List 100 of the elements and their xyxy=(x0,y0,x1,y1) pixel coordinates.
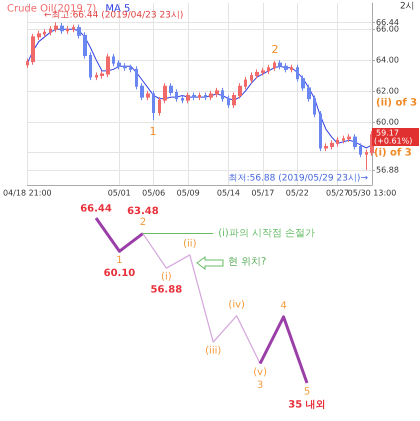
candlestick xyxy=(198,92,201,101)
y-tick-label: 66.00 xyxy=(376,24,399,34)
ref-line-label: (i)파의 시작점 손절가 xyxy=(218,228,316,240)
annotation: (ii) xyxy=(183,238,197,250)
annotation: (iv) xyxy=(228,299,246,310)
candlestick xyxy=(267,64,270,74)
candlestick xyxy=(324,142,328,152)
candlestick xyxy=(60,22,64,34)
candlestick xyxy=(83,32,87,60)
candlestick xyxy=(163,82,167,104)
candlestick xyxy=(146,90,150,101)
y-tick-label: 56.88 xyxy=(376,165,399,174)
candlestick xyxy=(169,82,173,96)
candlestick xyxy=(192,92,196,101)
data-label: 63.48 xyxy=(127,206,159,218)
candlestick xyxy=(336,136,339,147)
candlestick xyxy=(238,82,242,100)
text: (i) of 3 xyxy=(374,148,412,158)
annotation: (i) xyxy=(161,272,172,283)
candlestick xyxy=(290,64,293,73)
x-tick-label: 05/01 xyxy=(108,188,131,198)
candlestick xyxy=(296,64,299,82)
candlestick xyxy=(313,95,316,118)
candlestick xyxy=(221,87,224,102)
candlestick xyxy=(307,84,311,102)
line-series xyxy=(26,28,372,148)
y-tick-label: 60.00 xyxy=(376,117,399,126)
y-tick-label: 66.44 xyxy=(376,18,399,27)
candlestick xyxy=(330,140,334,150)
candlestick xyxy=(204,92,207,101)
candlestick xyxy=(244,76,247,90)
candlestick xyxy=(365,149,368,170)
annotation: 5 xyxy=(304,386,310,398)
candlestick xyxy=(112,53,115,67)
candlestick xyxy=(359,142,362,158)
candlestick xyxy=(255,68,259,80)
candlestick xyxy=(232,92,236,108)
annotation: 2 xyxy=(140,217,146,228)
annotation: 4 xyxy=(280,300,287,312)
annotation: 3 xyxy=(256,380,264,392)
candlestick xyxy=(319,110,322,152)
annotation: 2 xyxy=(272,43,278,56)
candlestick xyxy=(261,67,265,76)
annotation: 1 xyxy=(116,254,123,266)
candlestick xyxy=(31,33,35,66)
y-tick-label: 62.00 xyxy=(376,86,399,96)
x-tick-label: 05/14 xyxy=(216,188,240,198)
candlestick xyxy=(278,60,282,70)
annotation: (v) xyxy=(253,367,268,378)
annotation: 현 위치? xyxy=(228,256,266,268)
candlestick xyxy=(135,66,138,90)
candlestick xyxy=(117,60,121,70)
x-tick-label: 05/06 xyxy=(142,188,166,198)
data-label: 66.44 xyxy=(80,204,112,214)
x-tick-label: 05/30 13:00 xyxy=(348,188,396,198)
candlestick xyxy=(72,24,75,33)
candlestick xyxy=(158,96,161,116)
candlestick xyxy=(250,72,253,84)
text: 2시 xyxy=(400,2,415,12)
candlestick xyxy=(175,88,178,102)
text: (ii) of 3 xyxy=(376,98,418,108)
x-tick-label: 05/22 xyxy=(286,188,309,198)
annotation: 1 xyxy=(150,125,156,138)
candlestick xyxy=(209,90,213,101)
candlestick xyxy=(227,95,230,108)
candlestick xyxy=(140,82,144,101)
y-tick-label: 64.00 xyxy=(376,56,399,65)
x-tick-label: 05/09 xyxy=(176,188,200,198)
candlestick xyxy=(152,90,155,121)
data-label: 35 내외 xyxy=(288,400,326,410)
data-label: 56.88 xyxy=(150,284,182,296)
candlestick xyxy=(342,135,345,144)
candlestick xyxy=(66,26,69,34)
candlestick xyxy=(26,58,29,68)
candlestick xyxy=(273,60,276,72)
candlestick xyxy=(215,87,219,98)
candlestick xyxy=(123,62,127,72)
candlestick xyxy=(89,52,92,81)
x-tick-label: 05/27 xyxy=(326,188,350,198)
candlestick xyxy=(301,74,305,92)
candlestick xyxy=(37,30,41,41)
candlestick xyxy=(43,28,46,38)
candlestick xyxy=(106,53,110,78)
x-tick-label: 05/17 xyxy=(251,188,274,198)
candlestick xyxy=(54,22,58,33)
data-label: 60.10 xyxy=(104,268,136,279)
candlestick xyxy=(347,134,351,142)
candlestick xyxy=(353,134,357,150)
candlestick xyxy=(129,64,132,73)
x-tick-label: 04/18 21:00 xyxy=(3,188,52,198)
candlestick xyxy=(100,70,104,80)
candlestick xyxy=(49,26,52,36)
candlestick xyxy=(284,62,288,73)
annotation: 최저:56.88 (2019/05/29 23시)→ xyxy=(228,174,368,184)
candlestick xyxy=(186,92,190,104)
candlestick xyxy=(77,24,81,39)
text: 59.17 xyxy=(376,128,399,138)
candlestick xyxy=(181,95,184,104)
annotation: (iii) xyxy=(205,346,222,357)
candlestick xyxy=(95,72,98,81)
